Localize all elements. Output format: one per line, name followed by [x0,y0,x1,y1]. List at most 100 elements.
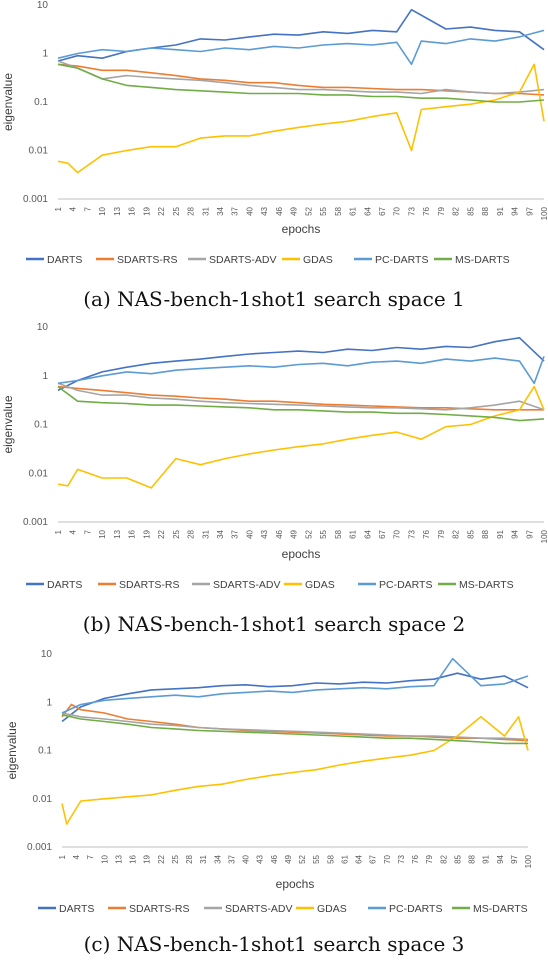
series-line-sdarts-rs [57,385,544,411]
x-tick-label: 70 [393,206,402,215]
x-tick-label: 82 [439,854,448,863]
series-line-darts [57,8,545,62]
x-tick-label: 43 [256,854,265,863]
series-line-darts [57,336,545,392]
x-tick-label: 49 [290,529,299,538]
x-tick-label: 82 [452,529,461,538]
chart-panel-a: 0.001 0.01 0.1 1 10 1 4 7 10 13 16 19 22 25 28 31 34 37 40… [1,0,548,266]
x-tick-label: 64 [363,206,372,215]
legend-label: GDAS [317,903,347,915]
x-tick-label: 19 [142,529,151,538]
x-tick-label: 73 [407,529,416,538]
x-tick-label: 7 [86,854,95,859]
y-tick-label: 0.001 [23,517,48,528]
x-tick-label: 76 [422,529,431,538]
x-tick-label: 13 [113,529,122,538]
x-tick-label: 28 [187,529,196,538]
x-tick-label: 31 [201,206,210,215]
caption-c: (c) NAS-bench-1shot1 search space 3 [83,932,465,956]
series-line-ms-darts [57,385,545,422]
x-tick-label: 43 [260,206,269,215]
legend-label: SDARTS-RS [117,254,177,266]
x-tick-label: 97 [510,854,519,863]
x-tick-label: 7 [83,206,92,211]
legend-label: SDARTS-RS [129,903,189,915]
series-line-sdarts-rs [61,703,529,742]
x-tick-label: 37 [231,206,240,215]
series-line-sdarts-adv [61,712,529,741]
x-tick-label: 97 [525,206,534,215]
x-tick-label: 16 [128,529,137,538]
x-tick-label: 76 [411,854,420,863]
x-tick-label: 43 [260,529,269,538]
x-axis-label: epochs [276,877,315,891]
x-tick-label: 61 [349,206,358,215]
x-tick-label: 97 [525,529,534,538]
x-tick-label: 19 [143,854,152,863]
legend-label: GDAS [303,254,333,266]
x-tick-label: 73 [407,206,416,215]
y-tick-label: 10 [37,322,49,333]
series-line-gdas [57,63,545,174]
y-axis-label: eigenvalue [1,73,15,131]
legend-label: SDARTS-ADV [213,579,281,591]
x-tick-label: 79 [437,529,446,538]
y-tick-label: 0.1 [34,420,48,431]
x-tick-label: 52 [304,206,313,215]
y-tick-label: 1 [42,49,48,60]
x-tick-label: 22 [157,529,166,538]
x-tick-label: 70 [383,854,392,863]
x-tick-label: 52 [298,854,307,863]
y-tick-label: 0.1 [34,97,48,108]
x-tick-label: 46 [275,206,284,215]
y-tick-label: 1 [46,697,52,708]
x-tick-label: 88 [468,854,477,863]
y-tick-label: 0.01 [29,146,49,157]
legend-label: MS-DARTS [455,254,510,266]
x-tick-label: 64 [355,854,364,863]
chart-panel-b: 0.001 0.01 0.1 1 10 1 4 7 10 13 16 19 22 25 28 31 34 37 40… [1,322,548,591]
x-tick-label: 58 [334,529,343,538]
x-tick-label: 82 [452,206,461,215]
series-line-sdarts-adv [57,60,545,95]
y-axis-label: eigenvalue [5,721,19,779]
x-tick-label: 76 [422,206,431,215]
x-tick-label: 67 [378,206,387,215]
caption-a: (a) NAS-bench-1shot1 search space 1 [83,287,465,311]
x-tick-label: 31 [201,529,210,538]
x-tick-label: 1 [54,206,63,211]
legend-label: PC-DARTS [375,254,428,266]
legend-label: DARTS [59,903,94,915]
legend-label: DARTS [47,579,82,591]
x-tick-label: 46 [275,529,284,538]
x-tick-label: 10 [98,206,107,215]
x-axis-label: epochs [282,547,321,561]
x-tick-label: 22 [157,854,166,863]
series-line-pc-darts [57,356,545,385]
x-tick-label: 91 [496,529,505,538]
x-tick-label: 88 [481,206,490,215]
x-axis-label: epochs [282,222,321,236]
x-tick-label: 55 [319,529,328,538]
x-tick-label: 25 [172,206,181,215]
x-tick-label: 100 [540,206,548,220]
y-tick-label: 10 [37,0,49,11]
y-tick-label: 0.01 [29,468,49,479]
x-tick-label: 49 [284,854,293,863]
caption-b: (b) NAS-bench-1shot1 search space 2 [82,612,466,636]
x-tick-label: 79 [437,206,446,215]
series-line-gdas [57,385,545,489]
x-tick-label: 34 [216,529,225,538]
x-tick-label: 10 [98,529,107,538]
x-tick-label: 13 [113,206,122,215]
x-tick-label: 40 [245,206,254,215]
x-tick-label: 7 [83,529,92,534]
series-line-pc-darts [57,29,545,66]
x-tick-label: 31 [199,854,208,863]
y-tick-label: 0.01 [33,794,53,805]
x-tick-label: 25 [171,854,180,863]
x-tick-label: 58 [326,854,335,863]
x-tick-label: 4 [69,529,78,534]
